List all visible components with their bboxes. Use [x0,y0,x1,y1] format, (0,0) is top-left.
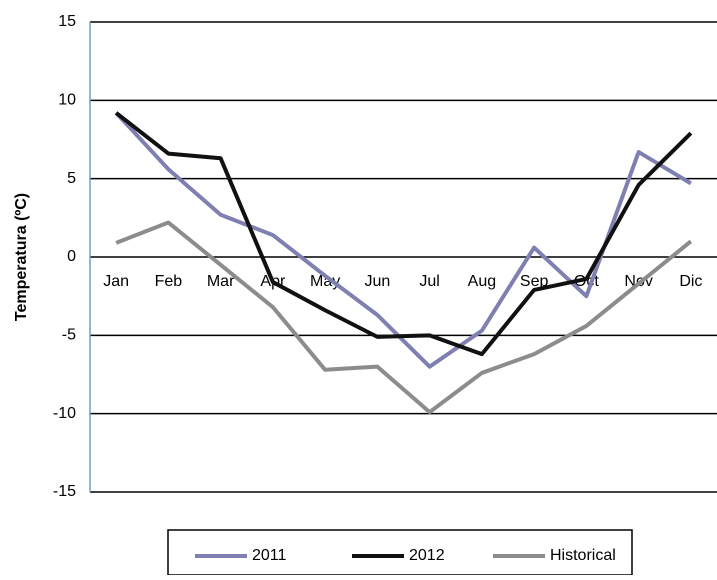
y-tick-label: 15 [58,13,76,30]
x-tick-label: Dic [679,273,702,290]
x-tick-label: Jan [103,273,129,290]
x-tick-label: Jul [419,273,439,290]
x-tick-label: Sep [520,273,549,290]
series-line [114,111,692,369]
x-tick-label: May [310,273,340,290]
x-tick-label: Feb [155,273,183,290]
legend-label: 2012 [409,547,445,564]
x-tick-label: Aug [468,273,496,290]
x-tick-label: Jun [364,273,390,290]
legend-label: Historical [550,547,616,564]
y-tick-label: 5 [67,170,76,187]
y-tick-label: 10 [58,92,76,109]
series-line [115,220,693,415]
y-tick-label: -15 [53,483,76,500]
y-tick-label: 0 [67,248,76,265]
x-tick-label: Mar [207,273,235,290]
y-axis-title: Temperatura (ºC) [13,193,30,321]
y-tick-label: -10 [53,405,76,422]
legend-label: 2011 [252,547,287,564]
y-tick-label: -5 [62,327,76,344]
series-line [114,111,693,357]
